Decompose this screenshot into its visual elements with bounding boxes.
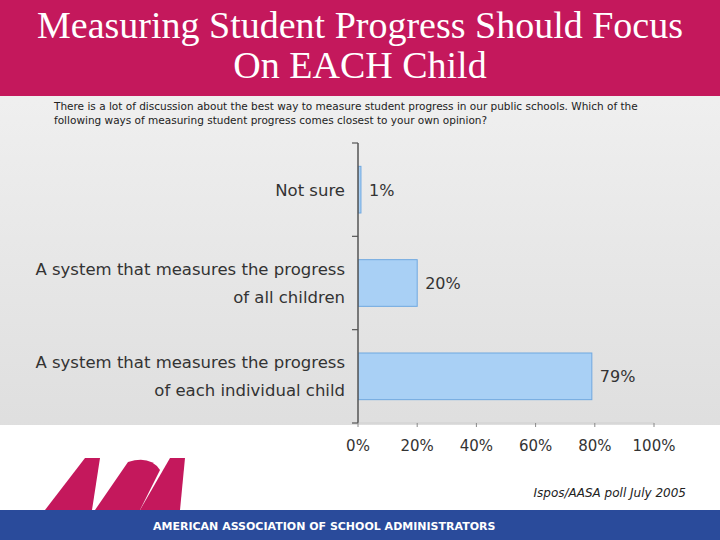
x-tick [358,423,359,427]
data-label: 79% [600,367,636,386]
x-tick [594,423,595,427]
x-tick-label: 60% [519,437,552,455]
category-label: A system that measures the progress of al… [35,260,345,307]
footer-bg [0,425,720,510]
category-label: Not sure [275,181,345,200]
text-line: Not sure [275,181,345,200]
x-tick-label: 40% [460,437,493,455]
x-tick [654,423,655,427]
title: Measuring Student Progress Should FocusO… [37,4,683,86]
x-tick [417,423,418,427]
x-tick [476,423,477,427]
data-label: 1% [369,181,394,200]
logo [45,458,185,510]
subtitle: There is a lot of discussion about the b… [53,100,638,126]
background [0,0,720,540]
text-line: Measuring Student Progress Should Focus [37,4,683,46]
bars [358,166,592,399]
category-label: A system that measures the progress of ea… [35,353,345,400]
y-axis [357,143,359,423]
x-tick-label: 20% [401,437,434,455]
chart-root: Measuring Student Progress Should FocusO… [0,0,720,540]
bar [358,260,417,307]
x-axis [358,423,654,424]
category-tick [352,236,358,237]
text-line: following ways of measuring student prog… [54,114,487,126]
x-tick-label: 80% [578,437,611,455]
chart: Measuring Student Progress Should FocusO… [0,0,720,540]
text-line: of each individual child [154,381,345,400]
logo-shape [45,458,100,510]
text-line: A system that measures the progress [35,260,345,279]
footer: AMERICAN ASSOCIATION OF SCHOOL ADMINISTR… [153,520,495,533]
text-line: There is a lot of discussion about the b… [53,100,638,112]
text-line: of all children [233,288,345,307]
source: Ispos/AASA poll July 2005 [534,486,686,500]
x-tick-label: 0% [346,437,370,455]
x-tick [535,423,536,427]
data-label: 20% [425,274,461,293]
x-tick-label: 100% [633,437,676,455]
bar [358,353,592,400]
footer-bar [0,510,720,540]
category-tick [352,142,358,143]
logo-shape [140,458,185,510]
text-line: On EACH Child [233,44,486,86]
text-line: A system that measures the progress [35,353,345,372]
title-banner [0,0,720,96]
category-tick [352,422,358,423]
category-tick [352,329,358,330]
